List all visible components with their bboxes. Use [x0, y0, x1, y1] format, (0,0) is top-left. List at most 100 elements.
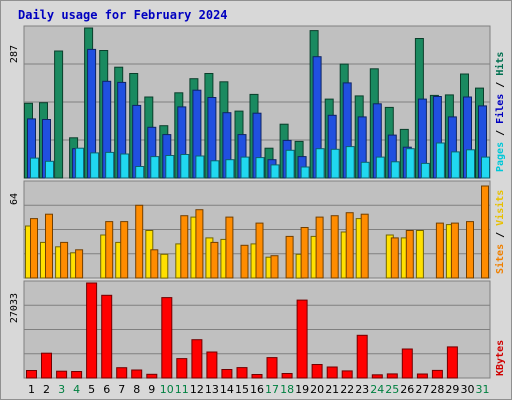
bar-pages-day-20 [315, 148, 325, 179]
panel-hits-files-pages: 287 Pages / Files / Hits [9, 25, 506, 179]
chart-title: Daily usage for February 2024 [18, 8, 228, 22]
bar-pages-day-28 [435, 142, 445, 179]
x-tick-label-day-24: 24 [370, 383, 384, 396]
bar-pages-day-27 [420, 162, 430, 179]
bar-pages-day-16 [255, 157, 265, 179]
bar-kbytes-day-16 [251, 374, 263, 379]
bar-sites-day-28 [435, 222, 444, 279]
bar-kbytes-day-2 [41, 352, 52, 379]
bar-sites-day-18 [285, 235, 294, 279]
bar-sites-day-9 [150, 249, 159, 279]
bar-pages-day-21 [330, 148, 340, 179]
y-max-label: 287 [9, 45, 20, 63]
y-max-label: 27033 [9, 293, 20, 323]
legend-item: Sites [494, 244, 506, 274]
bar-sites-day-4 [75, 249, 84, 279]
bar-pages-day-4 [75, 147, 85, 179]
x-tick-label-day-15: 15 [235, 383, 249, 396]
bar-kbytes-day-6 [101, 294, 113, 379]
bar-kbytes-day-1 [26, 370, 37, 379]
x-tick-label-day-4: 4 [73, 383, 80, 396]
bar-kbytes-day-7 [116, 367, 128, 379]
bar-pages-day-11 [180, 154, 190, 179]
bar-kbytes-day-25 [386, 373, 398, 379]
legend-separator: / [495, 226, 506, 244]
bar-pages-day-29 [450, 151, 460, 179]
bar-kbytes-day-26 [401, 348, 413, 379]
bar-kbytes-day-11 [176, 358, 188, 379]
bar-kbytes-day-12 [191, 339, 203, 379]
bar-sites-day-11 [180, 215, 189, 279]
bar-pages-day-15 [240, 156, 250, 179]
bar-pages-day-2 [45, 160, 54, 179]
legend: KBytes [495, 340, 506, 376]
bar-kbytes-day-4 [71, 371, 83, 379]
bar-pages-day-26 [405, 148, 415, 179]
x-tick-label-day-19: 19 [295, 383, 309, 396]
x-tick-label-day-11: 11 [175, 383, 189, 396]
bar-sites-day-29 [450, 222, 459, 279]
bar-sites-day-8 [135, 204, 144, 279]
bar-sites-day-13 [210, 241, 219, 279]
bar-sites-day-19 [300, 227, 309, 279]
x-tick-label-day-10: 10 [160, 383, 174, 396]
x-tick-label-day-21: 21 [325, 383, 339, 396]
legend-item: Files [494, 94, 506, 124]
x-tick-label-day-27: 27 [415, 383, 429, 396]
x-tick-label-day-7: 7 [118, 383, 125, 396]
bar-kbytes-day-10 [161, 297, 173, 379]
bar-sites-day-23 [360, 213, 369, 279]
x-tick-label-day-25: 25 [385, 383, 399, 396]
bar-sites-day-15 [240, 244, 249, 279]
bar-pages-day-24 [375, 156, 385, 179]
bar-pages-day-7 [120, 153, 130, 179]
bar-kbytes-day-24 [371, 374, 383, 379]
bar-kbytes-day-14 [221, 369, 233, 379]
bar-pages-day-31 [481, 156, 490, 179]
x-tick-label-day-5: 5 [88, 383, 95, 396]
bar-kbytes-day-13 [206, 351, 218, 379]
bar-kbytes-day-8 [131, 369, 143, 379]
bar-kbytes-day-3 [56, 370, 68, 379]
bar-sites-day-20 [315, 216, 324, 279]
bar-sites-day-31 [481, 185, 489, 279]
panel-kbytes: 27033 KBytes [9, 280, 506, 379]
bar-sites-day-22 [345, 212, 354, 279]
bar-sites-day-17 [270, 255, 279, 279]
bar-sites-day-6 [105, 221, 114, 279]
x-tick-label-day-9: 9 [148, 383, 155, 396]
legend-item: Pages [495, 142, 506, 172]
bar-pages-day-14 [225, 159, 235, 179]
bar-pages-day-5 [90, 152, 100, 179]
x-tick-label-day-29: 29 [445, 383, 459, 396]
bar-kbytes-day-15 [236, 367, 248, 379]
bar-kbytes-day-9 [146, 373, 158, 379]
bar-pages-day-19 [300, 166, 310, 179]
x-tick-label-day-28: 28 [430, 383, 444, 396]
bar-kbytes-day-22 [341, 370, 353, 379]
x-axis: 1 2 3 4 5 6 7 8 9 10 11 12 13 14 15 16 17 18 19 20 21 22 23 24 2… [28, 383, 490, 396]
x-tick-label-day-31: 31 [476, 383, 490, 396]
bar-pages-day-25 [390, 161, 400, 179]
bar-sites-day-14 [225, 216, 234, 279]
bar-pages-day-9 [150, 156, 160, 179]
bar-pages-day-1 [30, 157, 39, 179]
x-tick-label-day-20: 20 [310, 383, 324, 396]
x-tick-label-day-14: 14 [220, 383, 234, 396]
bar-kbytes-day-23 [356, 334, 368, 379]
legend-item: Visits [494, 190, 506, 226]
bar-sites-day-30 [466, 221, 474, 279]
bar-kbytes-day-17 [266, 357, 278, 379]
bar-kbytes-day-19 [296, 299, 308, 379]
bar-kbytes-day-5 [86, 282, 98, 379]
bar-sites-day-26 [405, 230, 414, 279]
bar-pages-day-12 [195, 155, 205, 179]
x-tick-label-day-8: 8 [133, 383, 140, 396]
bar-kbytes-day-28 [431, 369, 443, 379]
bar-sites-day-7 [120, 221, 129, 279]
x-tick-label-day-1: 1 [28, 383, 35, 396]
bar-kbytes-day-21 [326, 366, 338, 379]
bar-sites-day-2 [45, 213, 53, 279]
bar-kbytes-day-20 [311, 364, 323, 379]
